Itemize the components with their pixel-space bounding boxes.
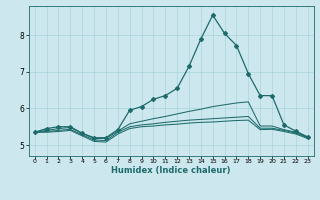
X-axis label: Humidex (Indice chaleur): Humidex (Indice chaleur) xyxy=(111,166,231,175)
